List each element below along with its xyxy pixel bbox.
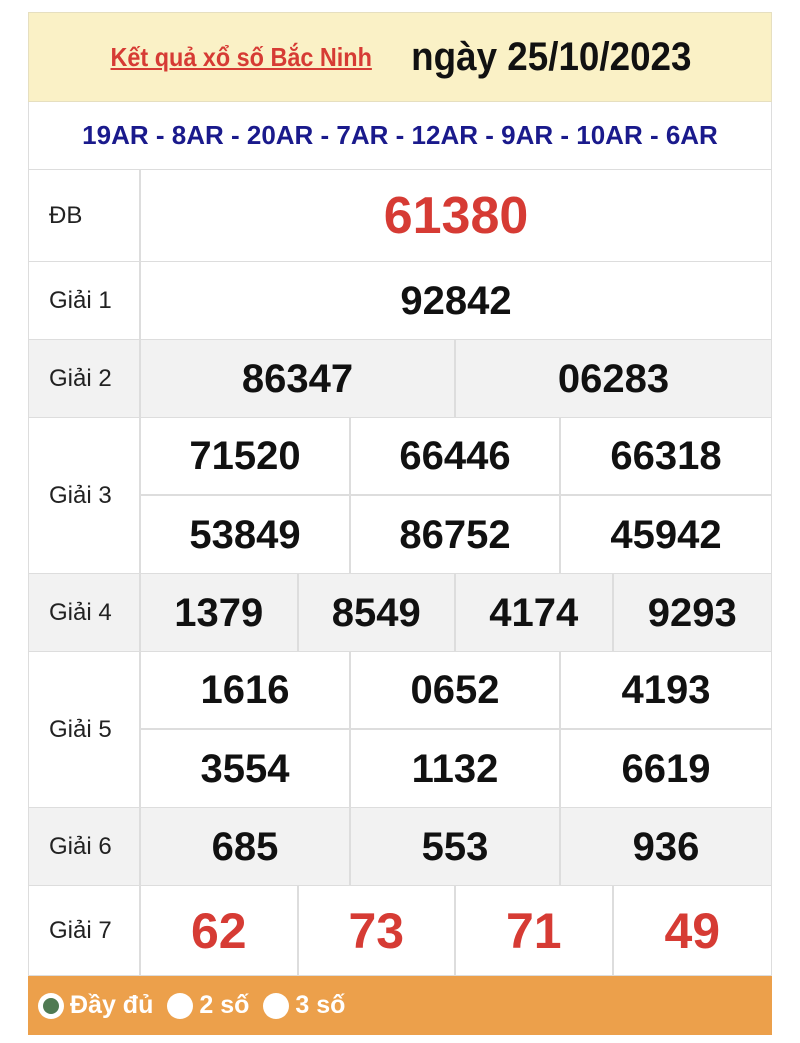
prize-row-db: ĐB 61380 bbox=[28, 170, 772, 262]
prize-number: 61380 bbox=[383, 187, 529, 245]
province-link[interactable]: Kết quả xổ số Bắc Ninh bbox=[110, 41, 373, 72]
prize-number: 86347 bbox=[141, 340, 456, 418]
prize-number: 73 bbox=[299, 886, 456, 976]
prize-number: 53849 bbox=[141, 496, 351, 574]
option-2-digits[interactable]: 2 số bbox=[167, 991, 249, 1020]
prize-row-g7: Giải 7 62 73 71 49 bbox=[28, 886, 772, 976]
prize-number: 1379 bbox=[141, 574, 299, 652]
prize-label: Giải 5 bbox=[29, 652, 141, 807]
prize-label: Giải 1 bbox=[29, 262, 141, 339]
results-table: Kết quả xổ số Bắc Ninh ngày 25/10/2023 1… bbox=[28, 12, 772, 1035]
prize-row-g1: Giải 1 92842 bbox=[28, 262, 772, 340]
prize-number: 66318 bbox=[561, 418, 771, 496]
prize-number: 45942 bbox=[610, 512, 722, 557]
prize-number: 1132 bbox=[351, 730, 561, 808]
prize-number: 71 bbox=[456, 886, 614, 976]
prize-number: 4174 bbox=[456, 574, 614, 652]
option-label: 3 số bbox=[295, 991, 346, 1019]
prize-label: Giải 3 bbox=[29, 418, 141, 573]
display-options: Đầy đủ 2 số 3 số bbox=[28, 976, 772, 1035]
prize-number: 8549 bbox=[299, 574, 456, 652]
prize-row-g5: Giải 5 1616 0652 4193 3554 1132 6619 bbox=[28, 652, 772, 808]
prize-number: 62 bbox=[141, 886, 299, 976]
prize-row-g6: Giải 6 685 553 936 bbox=[28, 808, 772, 886]
radio-icon[interactable] bbox=[263, 992, 290, 1019]
prize-number: 936 bbox=[632, 824, 700, 869]
prize-number: 71520 bbox=[141, 418, 351, 496]
option-label: 2 số bbox=[199, 991, 250, 1019]
prize-number: 0652 bbox=[351, 652, 561, 730]
prize-row-g3: Giải 3 71520 66446 66318 53849 86752 45942 bbox=[28, 418, 772, 574]
prize-label: Giải 4 bbox=[29, 574, 141, 651]
prize-number: 553 bbox=[351, 808, 561, 886]
prize-number: 66446 bbox=[351, 418, 561, 496]
prize-label: Giải 2 bbox=[29, 340, 141, 417]
prize-number: 3554 bbox=[141, 730, 351, 808]
option-full[interactable]: Đầy đủ bbox=[38, 991, 153, 1020]
prize-label: Giải 6 bbox=[29, 808, 141, 885]
prize-number: 92842 bbox=[400, 278, 512, 323]
results-header: Kết quả xổ số Bắc Ninh ngày 25/10/2023 bbox=[28, 12, 772, 102]
prize-label: Giải 7 bbox=[29, 886, 141, 975]
prize-number: 6619 bbox=[621, 746, 711, 791]
prize-number: 9293 bbox=[647, 590, 737, 635]
option-label: Đầy đủ bbox=[70, 991, 154, 1019]
prize-number: 1616 bbox=[141, 652, 351, 730]
prize-number: 49 bbox=[664, 903, 721, 959]
prize-row-g2: Giải 2 86347 06283 bbox=[28, 340, 772, 418]
prize-number: 4193 bbox=[561, 652, 771, 730]
option-3-digits[interactable]: 3 số bbox=[263, 991, 345, 1020]
prize-label: ĐB bbox=[29, 170, 141, 261]
prize-row-g4: Giải 4 1379 8549 4174 9293 bbox=[28, 574, 772, 652]
prize-number: 06283 bbox=[557, 356, 670, 401]
prize-number: 86752 bbox=[351, 496, 561, 574]
draw-codes: 19AR - 8AR - 20AR - 7AR - 12AR - 9AR - 1… bbox=[28, 102, 772, 170]
draw-date: ngày 25/10/2023 bbox=[411, 34, 692, 79]
prize-number: 685 bbox=[141, 808, 351, 886]
radio-icon[interactable] bbox=[167, 992, 194, 1019]
radio-icon[interactable] bbox=[38, 992, 64, 1019]
